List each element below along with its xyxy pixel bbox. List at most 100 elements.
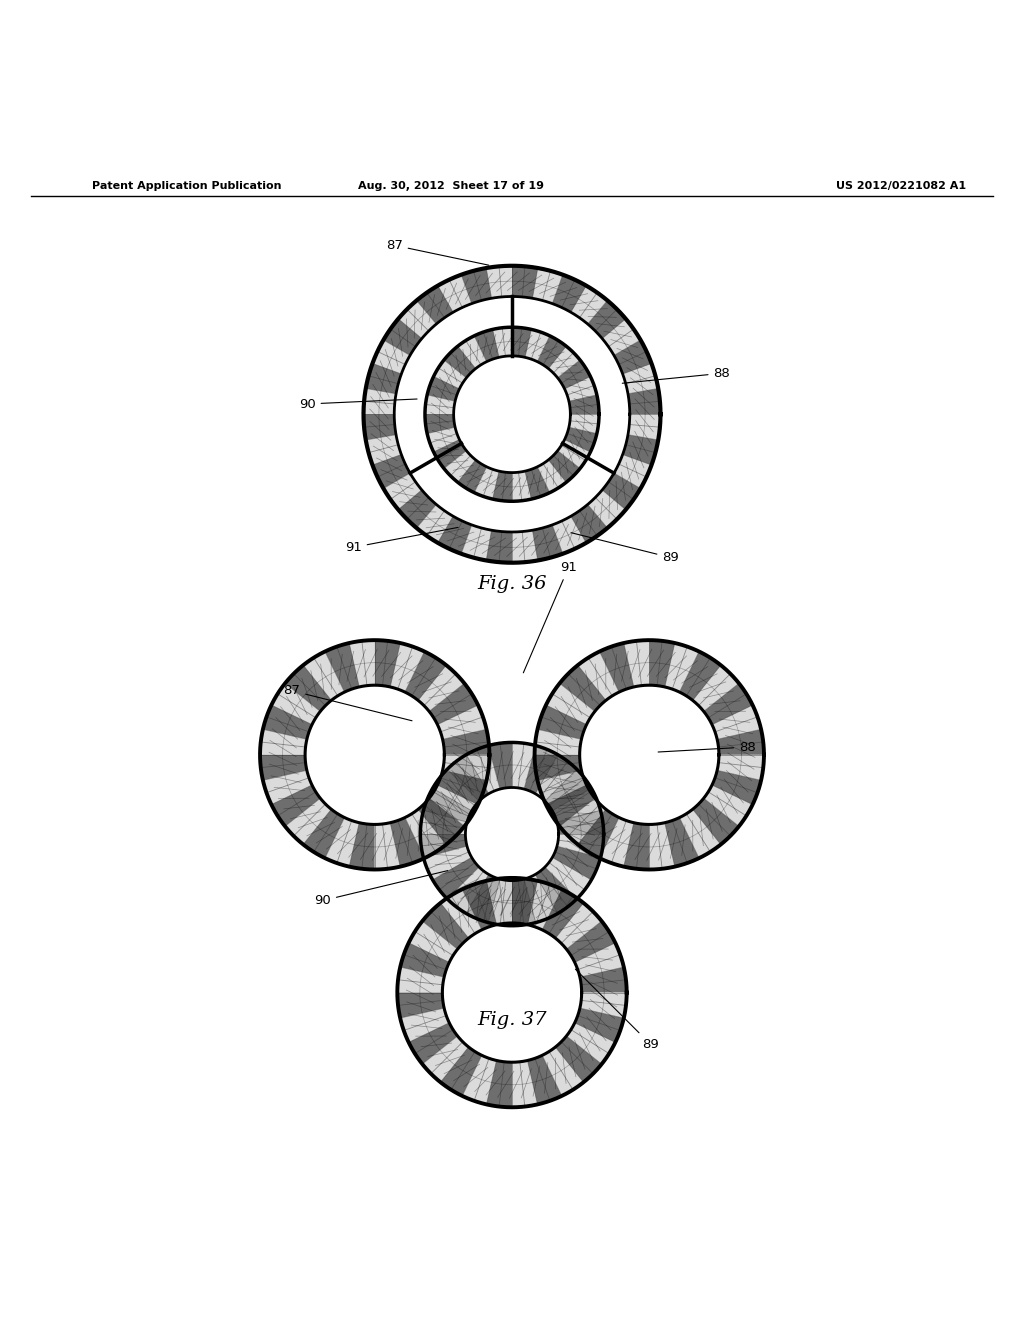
Polygon shape [427, 428, 460, 451]
Polygon shape [260, 755, 307, 780]
Polygon shape [538, 705, 587, 739]
Polygon shape [580, 968, 627, 993]
Polygon shape [538, 335, 566, 368]
Polygon shape [552, 846, 600, 880]
Polygon shape [512, 879, 536, 925]
Polygon shape [488, 879, 512, 925]
Polygon shape [425, 395, 455, 414]
Polygon shape [458, 459, 486, 492]
Polygon shape [397, 993, 444, 1018]
Polygon shape [628, 388, 660, 414]
Polygon shape [557, 834, 604, 858]
Polygon shape [285, 799, 332, 845]
Polygon shape [303, 809, 344, 858]
Polygon shape [552, 275, 586, 313]
Polygon shape [623, 434, 658, 465]
Polygon shape [486, 1060, 512, 1107]
Polygon shape [527, 1055, 562, 1105]
Polygon shape [462, 1055, 497, 1105]
Polygon shape [390, 817, 425, 867]
Polygon shape [440, 890, 481, 939]
Polygon shape [474, 467, 499, 499]
Polygon shape [649, 640, 675, 686]
Polygon shape [364, 414, 396, 440]
Polygon shape [271, 684, 321, 725]
Polygon shape [559, 799, 606, 845]
Polygon shape [429, 785, 478, 826]
Polygon shape [285, 665, 332, 711]
Polygon shape [454, 356, 570, 473]
Polygon shape [580, 993, 627, 1018]
Polygon shape [466, 788, 559, 880]
Polygon shape [325, 643, 359, 692]
Polygon shape [422, 903, 469, 949]
Polygon shape [424, 788, 472, 822]
Polygon shape [559, 665, 606, 711]
Polygon shape [555, 903, 602, 949]
Polygon shape [438, 275, 472, 313]
Polygon shape [549, 450, 580, 482]
Polygon shape [271, 785, 321, 826]
Polygon shape [680, 809, 721, 858]
Polygon shape [549, 346, 580, 378]
Polygon shape [543, 1047, 584, 1096]
Polygon shape [373, 341, 410, 374]
Polygon shape [366, 363, 401, 393]
Text: Fig. 36: Fig. 36 [477, 576, 547, 593]
Polygon shape [400, 942, 450, 977]
Polygon shape [366, 434, 401, 465]
Polygon shape [461, 268, 492, 304]
Polygon shape [512, 327, 531, 358]
Polygon shape [424, 846, 472, 880]
Polygon shape [420, 810, 467, 834]
Text: 91: 91 [523, 561, 577, 673]
Polygon shape [425, 414, 455, 433]
Polygon shape [552, 516, 586, 554]
Polygon shape [400, 1008, 450, 1043]
Polygon shape [373, 454, 410, 488]
Polygon shape [375, 822, 400, 870]
Polygon shape [433, 360, 466, 389]
Polygon shape [680, 652, 721, 701]
Polygon shape [417, 504, 453, 543]
Polygon shape [545, 858, 592, 899]
Polygon shape [602, 473, 641, 510]
Text: 89: 89 [571, 533, 679, 564]
Polygon shape [649, 822, 675, 870]
Text: 87: 87 [386, 239, 488, 265]
Polygon shape [624, 822, 649, 870]
Polygon shape [260, 730, 307, 755]
Polygon shape [558, 440, 591, 469]
Polygon shape [432, 770, 479, 810]
Polygon shape [712, 705, 761, 739]
Polygon shape [524, 874, 558, 923]
Polygon shape [535, 755, 582, 780]
Polygon shape [383, 319, 422, 355]
Polygon shape [512, 878, 538, 925]
Polygon shape [466, 746, 500, 793]
Polygon shape [474, 330, 499, 362]
Polygon shape [427, 376, 460, 401]
Polygon shape [383, 473, 422, 510]
Polygon shape [564, 376, 597, 401]
Polygon shape [447, 755, 488, 801]
Polygon shape [364, 388, 396, 414]
Polygon shape [692, 665, 739, 711]
Polygon shape [418, 665, 465, 711]
Polygon shape [486, 265, 512, 298]
Polygon shape [571, 504, 607, 543]
Polygon shape [437, 705, 486, 739]
Polygon shape [599, 817, 634, 867]
Polygon shape [535, 730, 582, 755]
Polygon shape [566, 921, 615, 962]
Polygon shape [571, 285, 607, 323]
Polygon shape [432, 858, 479, 899]
Polygon shape [578, 652, 620, 701]
Polygon shape [409, 1023, 458, 1064]
Polygon shape [546, 785, 595, 826]
Polygon shape [442, 730, 489, 755]
Polygon shape [574, 1008, 624, 1043]
Polygon shape [545, 770, 592, 810]
Polygon shape [555, 1036, 602, 1082]
Polygon shape [375, 640, 400, 686]
